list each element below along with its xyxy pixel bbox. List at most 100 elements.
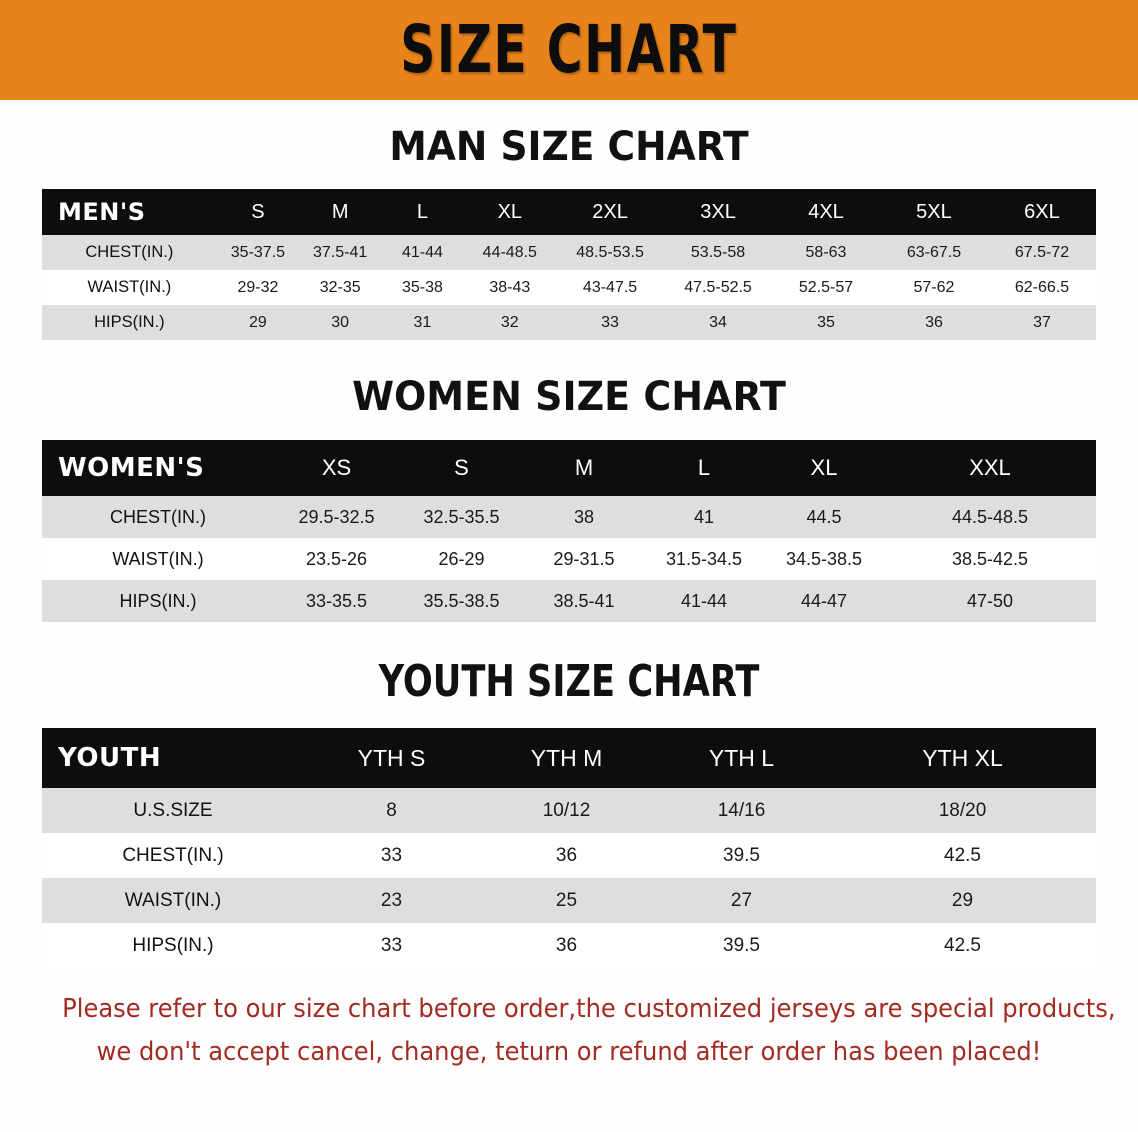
man-cell-0-8: 67.5-72 bbox=[1014, 243, 1070, 261]
women-cell-0-4: 44.5 bbox=[806, 506, 842, 527]
youth-table-body: U.S.SIZE 8 10/12 14/16 18/20 CHEST(IN.) … bbox=[42, 788, 1096, 968]
youth-cell-1-0: 33 bbox=[380, 844, 403, 866]
youth-cell-0-0: 8 bbox=[386, 799, 397, 821]
man-cell-2-2: 31 bbox=[413, 313, 432, 331]
youth-size-col-3: YTH XL bbox=[922, 744, 1003, 771]
women-cell-1-4: 34.5-38.5 bbox=[785, 548, 863, 569]
man-cell-2-3: 32 bbox=[500, 313, 519, 331]
women-header-row: WOMEN'S XS S M L XL XXL bbox=[42, 440, 1096, 496]
man-cell-1-0: 29-32 bbox=[237, 278, 279, 296]
man-cell-0-7: 63-67.5 bbox=[906, 243, 962, 261]
women-size-col-1: S bbox=[454, 455, 469, 480]
man-table-head: MEN'S S M L XL 2XL 3XL 4XL 5XL 6XL bbox=[42, 189, 1096, 235]
man-cell-0-6: 58-63 bbox=[805, 243, 847, 261]
women-table-head: WOMEN'S XS S M L XL XXL bbox=[42, 440, 1096, 496]
table-row: CHEST(IN.) 29.5-32.5 32.5-35.5 38 41 44.… bbox=[42, 496, 1096, 538]
women-cell-0-5: 44.5-48.5 bbox=[951, 506, 1029, 527]
man-cell-1-6: 52.5-57 bbox=[798, 278, 854, 296]
man-cell-1-3: 38-43 bbox=[489, 278, 531, 296]
man-size-col-4: 2XL bbox=[592, 200, 628, 223]
man-cell-0-2: 41-44 bbox=[401, 243, 443, 261]
man-size-col-2: L bbox=[416, 200, 428, 223]
man-size-col-8: 6XL bbox=[1024, 200, 1060, 223]
man-cell-2-6: 35 bbox=[817, 313, 835, 331]
youth-section-title: YOUTH SIZE CHART bbox=[378, 656, 760, 707]
youth-header-row: YOUTH YTH S YTH M YTH L YTH XL bbox=[42, 728, 1096, 788]
man-table-body: CHEST(IN.) 35-37.5 37.5-41 41-44 44-48.5… bbox=[42, 235, 1096, 340]
man-row-label-0: CHEST(IN.) bbox=[85, 243, 174, 261]
women-cell-2-3: 41-44 bbox=[680, 590, 728, 611]
return-policy-note: Please refer to our size chart before or… bbox=[62, 988, 1116, 1074]
women-row-label-1: WAIST(IN.) bbox=[112, 548, 204, 569]
man-cell-2-8: 37 bbox=[1033, 313, 1051, 331]
women-size-col-5: XXL bbox=[969, 455, 1011, 480]
man-size-col-6: 4XL bbox=[808, 200, 844, 223]
youth-cell-2-0: 23 bbox=[380, 889, 403, 911]
youth-cell-2-3: 29 bbox=[951, 889, 974, 911]
man-cell-0-1: 37.5-41 bbox=[313, 243, 368, 261]
banner-title: SIZE CHART bbox=[400, 11, 738, 88]
man-cell-2-1: 30 bbox=[331, 313, 350, 331]
youth-corner-label: YOUTH bbox=[58, 743, 162, 773]
youth-row-label-3: HIPS(IN.) bbox=[132, 934, 214, 956]
youth-cell-1-3: 42.5 bbox=[944, 844, 981, 866]
man-cell-0-5: 53.5-58 bbox=[690, 243, 746, 261]
man-size-col-3: XL bbox=[497, 200, 523, 223]
women-cell-0-2: 38 bbox=[573, 506, 595, 527]
women-cell-2-5: 47-50 bbox=[966, 590, 1014, 611]
women-size-table: WOMEN'S XS S M L XL XXL CHEST(IN.) 29.5-… bbox=[42, 440, 1096, 622]
man-size-col-5: 3XL bbox=[700, 200, 736, 223]
table-row: HIPS(IN.) 33-35.5 35.5-38.5 38.5-41 41-4… bbox=[42, 580, 1096, 622]
man-cell-0-4: 48.5-53.5 bbox=[576, 243, 644, 261]
table-row: WAIST(IN.) 23 25 27 29 bbox=[42, 878, 1096, 923]
table-row: CHEST(IN.) 33 36 39.5 42.5 bbox=[42, 833, 1096, 878]
women-section-title: WOMEN SIZE CHART bbox=[352, 374, 786, 420]
youth-row-label-0: U.S.SIZE bbox=[133, 799, 213, 821]
note-line-2: we don't accept cancel, change, teturn o… bbox=[96, 1036, 1042, 1067]
youth-cell-2-1: 25 bbox=[555, 889, 578, 911]
man-cell-2-7: 36 bbox=[925, 313, 943, 331]
youth-size-table: YOUTH YTH S YTH M YTH L YTH XL U.S.SIZE … bbox=[42, 728, 1096, 968]
women-cell-0-0: 29.5-32.5 bbox=[298, 506, 375, 527]
man-size-col-7: 5XL bbox=[916, 200, 952, 223]
women-cell-1-5: 38.5-42.5 bbox=[951, 548, 1029, 569]
women-cell-2-1: 35.5-38.5 bbox=[423, 590, 500, 611]
women-cell-1-2: 29-31.5 bbox=[553, 548, 615, 569]
table-row: U.S.SIZE 8 10/12 14/16 18/20 bbox=[42, 788, 1096, 833]
note-line-1: Please refer to our size chart before or… bbox=[62, 994, 1116, 1024]
man-size-table: MEN'S S M L XL 2XL 3XL 4XL 5XL 6XL CHEST… bbox=[42, 189, 1096, 340]
women-table-body: CHEST(IN.) 29.5-32.5 32.5-35.5 38 41 44.… bbox=[42, 496, 1096, 622]
women-size-col-0: XS bbox=[321, 455, 352, 480]
youth-cell-1-2: 39.5 bbox=[723, 844, 760, 866]
table-row: HIPS(IN.) 33 36 39.5 42.5 bbox=[42, 923, 1096, 968]
man-section-title: MAN SIZE CHART bbox=[389, 124, 749, 170]
man-size-col-0: S bbox=[251, 200, 265, 223]
women-cell-1-1: 26-29 bbox=[438, 548, 485, 569]
man-cell-0-0: 35-37.5 bbox=[230, 243, 286, 261]
women-row-label-0: CHEST(IN.) bbox=[110, 506, 206, 527]
women-cell-0-1: 32.5-35.5 bbox=[423, 506, 500, 527]
women-cell-0-3: 41 bbox=[693, 506, 715, 527]
youth-size-col-2: YTH L bbox=[708, 744, 775, 771]
youth-cell-2-2: 27 bbox=[730, 889, 753, 911]
man-cell-1-7: 57-62 bbox=[913, 278, 955, 296]
women-size-col-4: XL bbox=[810, 455, 838, 480]
women-corner-label: WOMEN'S bbox=[58, 453, 205, 483]
youth-cell-0-1: 10/12 bbox=[542, 799, 591, 821]
man-cell-1-2: 35-38 bbox=[401, 278, 443, 296]
youth-size-col-0: YTH S bbox=[357, 744, 426, 771]
women-cell-1-0: 23.5-26 bbox=[305, 548, 368, 569]
man-corner-label: MEN'S bbox=[58, 198, 146, 226]
man-row-label-1: WAIST(IN.) bbox=[87, 278, 172, 296]
youth-cell-3-1: 36 bbox=[555, 934, 578, 956]
women-size-col-2: M bbox=[574, 455, 594, 480]
man-cell-1-5: 47.5-52.5 bbox=[684, 278, 752, 296]
man-size-col-1: M bbox=[331, 200, 349, 223]
youth-row-label-1: CHEST(IN.) bbox=[122, 844, 224, 866]
man-cell-1-1: 32-35 bbox=[319, 278, 361, 296]
man-cell-0-3: 44-48.5 bbox=[482, 243, 537, 261]
youth-cell-0-3: 18/20 bbox=[938, 799, 987, 821]
man-row-label-2: HIPS(IN.) bbox=[94, 313, 165, 331]
table-row: HIPS(IN.) 29 30 31 32 33 34 35 36 37 bbox=[42, 305, 1096, 340]
table-row: CHEST(IN.) 35-37.5 37.5-41 41-44 44-48.5… bbox=[42, 235, 1096, 270]
